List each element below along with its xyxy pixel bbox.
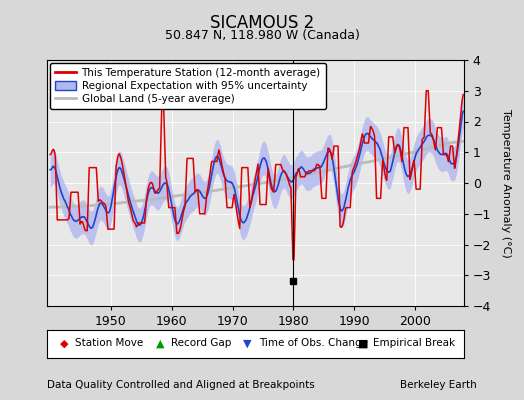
Text: Time of Obs. Change: Time of Obs. Change <box>259 338 368 348</box>
Text: SICAMOUS 2: SICAMOUS 2 <box>210 14 314 32</box>
Text: 50.847 N, 118.980 W (Canada): 50.847 N, 118.980 W (Canada) <box>165 29 359 42</box>
Text: Data Quality Controlled and Aligned at Breakpoints: Data Quality Controlled and Aligned at B… <box>47 380 315 390</box>
Y-axis label: Temperature Anomaly (°C): Temperature Anomaly (°C) <box>500 109 510 257</box>
Legend: This Temperature Station (12-month average), Regional Expectation with 95% uncer: This Temperature Station (12-month avera… <box>50 63 326 109</box>
Text: Berkeley Earth: Berkeley Earth <box>400 380 477 390</box>
Text: ▲: ▲ <box>156 338 164 348</box>
Text: Record Gap: Record Gap <box>171 338 232 348</box>
Text: ▼: ▼ <box>243 338 252 348</box>
Text: Empirical Break: Empirical Break <box>373 338 455 348</box>
Text: ◆: ◆ <box>60 338 68 348</box>
Text: ■: ■ <box>357 338 368 348</box>
Text: Station Move: Station Move <box>75 338 144 348</box>
